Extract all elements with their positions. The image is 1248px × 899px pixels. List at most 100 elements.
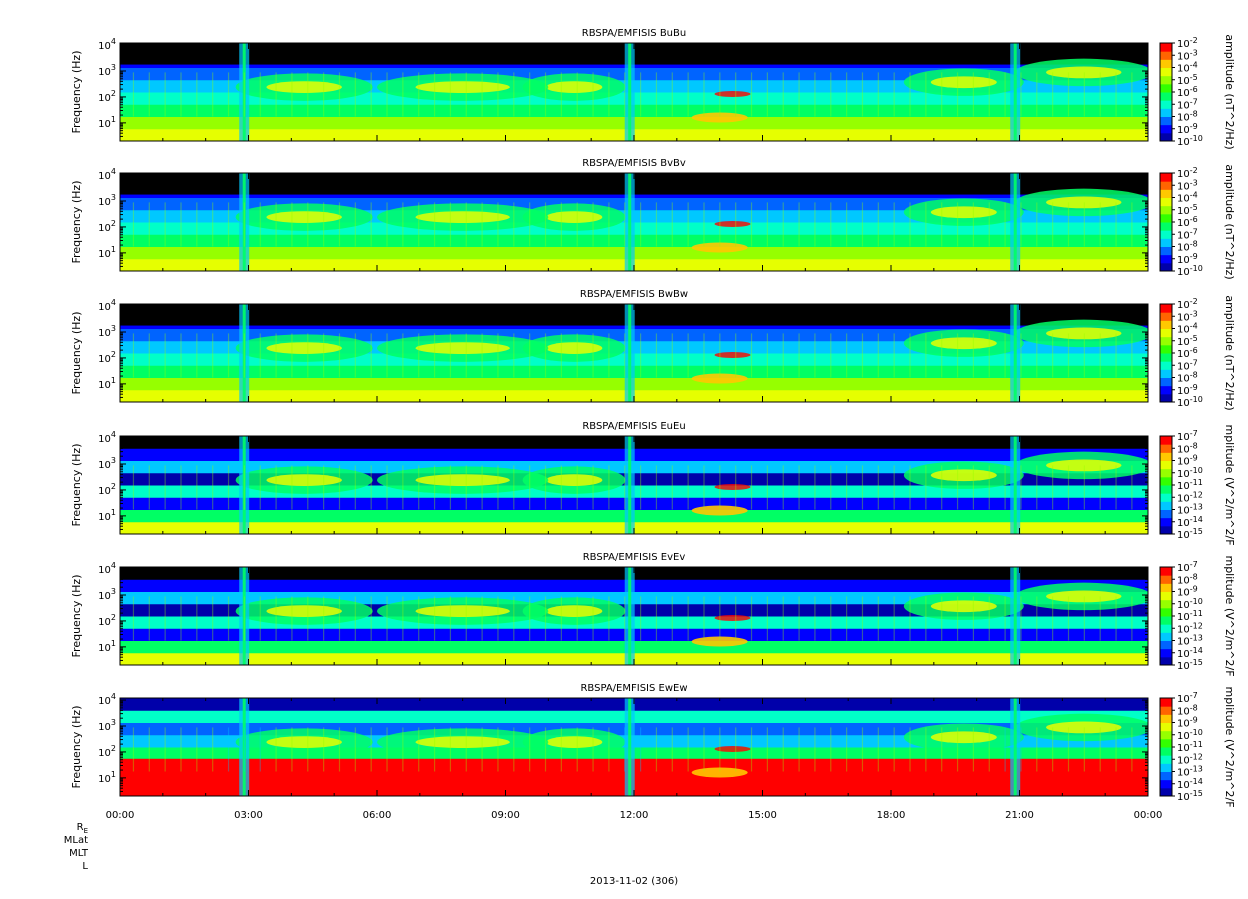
colorbar-tick-label: 10-15 [1177,527,1203,541]
colorbar-tick-label: 10-9 [1177,716,1198,730]
colorbar-tick-label: 10-6 [1177,215,1198,229]
spectrogram-image-6 [120,698,1148,796]
spectrogram-image-2 [120,173,1148,271]
time-axis: 00:00 03:00 06:00 09:00 12:00 15:00 18:00 21:00… [106,810,1163,821]
spectrogram-panel-5: RBSPA/EMFISIS EvEv Frequency (Hz) 101 102 10… [70,552,1236,677]
y-axis-label-5: Frequency (Hz) [70,575,83,658]
y-axis-label-3: Frequency (Hz) [70,312,83,395]
colorbar-tick-label: 10-8 [1177,703,1198,717]
colorbar-5: 10-710-810-910-1010-1110-1210-1310-1410-… [1159,555,1236,677]
panel-title-1: RBSPA/EMFISIS BuBu [582,28,686,39]
colorbar-tick-label: 10-8 [1177,371,1198,385]
ephemeris-mlat-label: MLat [64,835,88,846]
colorbar-tick-label: 10-7 [1177,227,1198,241]
colorbar-tick-label: 10-4 [1177,191,1198,205]
spectrogram-panel-6: RBSPA/EMFISIS EwEw Frequency (Hz) 101 102 10… [70,683,1236,808]
y-tick-label: 101 [98,376,116,391]
colorbar-tick-label: 10-5 [1177,73,1198,87]
colorbar-label-5: mplitude (V^2/m^2/F [1223,555,1236,676]
y-tick-label: 103 [98,324,116,339]
panel-title-5: RBSPA/EMFISIS EvEv [583,552,686,563]
spectrogram-image-5 [120,567,1148,665]
colorbar-tick-label: 10-2 [1177,36,1198,50]
x-tick-label: 03:00 [234,810,263,821]
colorbar-tick-label: 10-12 [1177,752,1203,766]
y-axis-label-4: Frequency (Hz) [70,444,83,527]
colorbar-tick-label: 10-3 [1177,48,1198,62]
ephemeris-re-label: RE [77,822,88,835]
y-tick-label: 102 [98,744,116,759]
colorbar-tick-label: 10-11 [1177,478,1203,492]
x-tick-label: 21:00 [1005,810,1034,821]
colorbar-tick-label: 10-2 [1177,297,1198,311]
colorbar-tick-label: 10-12 [1177,621,1203,635]
colorbar-label-2: amplitude (nT^2/Hz) [1223,164,1236,279]
colorbar-tick-label: 10-13 [1177,503,1203,517]
colorbar-tick-label: 10-7 [1177,560,1198,574]
colorbar-tick-label: 10-10 [1177,134,1203,148]
colorbar-tick-label: 10-4 [1177,322,1198,336]
x-tick-label: 06:00 [363,810,392,821]
spectrogram-panel-4: RBSPA/EMFISIS EuEu Frequency (Hz) 101 102 10… [70,421,1236,546]
y-tick-label: 102 [98,482,116,497]
x-tick-label: 18:00 [877,810,906,821]
panel-title-3: RBSPA/EMFISIS BwBw [580,289,688,300]
x-tick-label: 00:00 [106,810,135,821]
colorbar-6: 10-710-810-910-1010-1110-1210-1310-1410-… [1159,686,1236,808]
panel-title-4: RBSPA/EMFISIS EuEu [582,421,685,432]
x-tick-label: 00:00 [1134,810,1163,821]
colorbar-tick-label: 10-6 [1177,85,1198,99]
y-tick-label: 103 [98,193,116,208]
colorbar-tick-label: 10-7 [1177,691,1198,705]
y-tick-label: 102 [98,89,116,104]
y-tick-label: 104 [98,167,116,182]
colorbar-tick-label: 10-10 [1177,395,1203,409]
colorbar-tick-label: 10-4 [1177,61,1198,75]
colorbar-4: 10-710-810-910-1010-1110-1210-1310-1410-… [1159,424,1236,546]
y-tick-label: 104 [98,561,116,576]
colorbar-tick-label: 10-7 [1177,358,1198,372]
colorbar-tick-label: 10-3 [1177,178,1198,192]
colorbar-tick-label: 10-8 [1177,240,1198,254]
colorbar-tick-label: 10-5 [1177,334,1198,348]
colorbar-tick-label: 10-10 [1177,264,1203,278]
colorbar-tick-label: 10-8 [1177,110,1198,124]
date-label: 2013-11-02 (306) [590,876,678,887]
colorbar-2: 10-210-310-410-510-610-710-810-910-10 amp… [1159,164,1236,280]
colorbar-tick-label: 10-8 [1177,572,1198,586]
y-tick-label: 101 [98,508,116,523]
colorbar-tick-label: 10-11 [1177,740,1203,754]
colorbar-tick-label: 10-15 [1177,789,1203,803]
y-tick-label: 101 [98,115,116,130]
y-tick-label: 101 [98,639,116,654]
colorbar-tick-label: 10-9 [1177,122,1198,136]
colorbar-tick-label: 10-9 [1177,252,1198,266]
spectrogram-image-4 [120,436,1148,534]
colorbar-tick-label: 10-9 [1177,454,1198,468]
y-tick-label: 102 [98,219,116,234]
spectrogram-panel-2: RBSPA/EMFISIS BvBv Frequency (Hz) 101 102 10… [70,158,1236,280]
colorbar-label-6: mplitude (V^2/m^2/F [1223,686,1236,807]
panel-title-6: RBSPA/EMFISIS EwEw [580,683,687,694]
colorbar-tick-label: 10-12 [1177,490,1203,504]
y-tick-label: 101 [98,245,116,260]
ephemeris-footer: RE MLat MLT L 2013-11-02 (306) [64,822,678,887]
colorbar-tick-label: 10-10 [1177,466,1203,480]
colorbar-tick-label: 10-14 [1177,646,1203,660]
colorbar-tick-label: 10-8 [1177,441,1198,455]
colorbar-tick-label: 10-10 [1177,728,1203,742]
y-tick-label: 104 [98,298,116,313]
colorbar-1: 10-210-310-410-510-610-710-810-910-10 amp… [1159,34,1236,150]
panel-title-2: RBSPA/EMFISIS BvBv [582,158,686,169]
colorbar-tick-label: 10-5 [1177,203,1198,217]
colorbar-tick-label: 10-11 [1177,609,1203,623]
y-axis-label-6: Frequency (Hz) [70,706,83,789]
colorbar-tick-label: 10-3 [1177,309,1198,323]
y-axis-label-1: Frequency (Hz) [70,51,83,134]
colorbar-tick-label: 10-7 [1177,429,1198,443]
y-tick-label: 102 [98,350,116,365]
ephemeris-mlt-label: MLT [69,848,89,859]
ephemeris-l-label: L [82,861,88,872]
colorbar-label-1: amplitude (nT^2/Hz) [1223,34,1236,149]
x-tick-label: 09:00 [491,810,520,821]
